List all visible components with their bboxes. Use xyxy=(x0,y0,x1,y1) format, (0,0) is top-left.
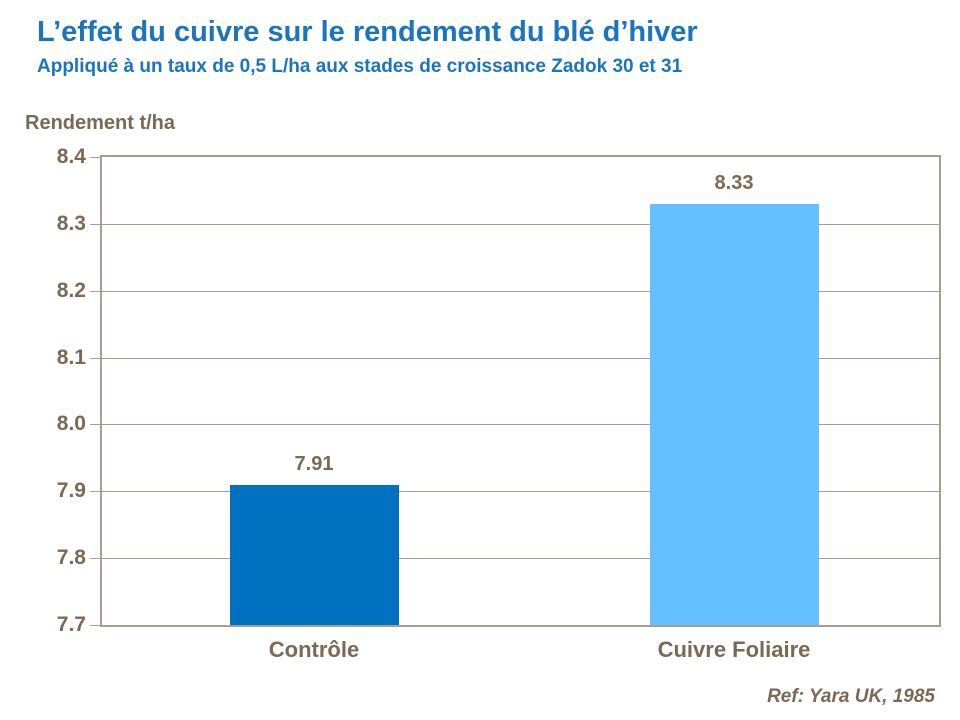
y-axis-tick-mark xyxy=(90,357,102,359)
y-axis-tick-mark xyxy=(90,157,102,158)
gridline xyxy=(102,290,939,292)
y-axis-tick-mark xyxy=(90,424,102,426)
plot-area: 8.4 8.3 8.2 8.1 8.0 7.9 7.8 7.7 7.91 Contrôle 8.33… xyxy=(57,145,941,662)
gridline xyxy=(102,558,939,560)
bar-value-label: 8.33 xyxy=(714,171,754,194)
gridline xyxy=(102,357,939,359)
y-axis-tick-label: 7.8 xyxy=(56,546,86,570)
bar-value-label: 7.91 xyxy=(294,452,334,475)
gridline xyxy=(102,491,939,493)
x-axis-category-label: Contrôle xyxy=(268,637,360,662)
y-axis-tick-label: 7.7 xyxy=(56,613,86,636)
y-axis-tick-label: 8.2 xyxy=(56,278,86,302)
y-axis-tick-mark xyxy=(90,491,102,493)
gridline xyxy=(102,424,939,426)
y-axis-tick-label: 8.4 xyxy=(56,145,86,168)
y-axis-tick-mark xyxy=(90,625,102,626)
bar-cuivre-foliaire xyxy=(649,203,819,625)
chart-subtitle: Appliqué à un taux de 0,5 L/ha aux stade… xyxy=(37,56,683,77)
bar-contr-le xyxy=(229,484,399,625)
y-axis-tick-mark xyxy=(90,290,102,292)
y-axis-title: Rendement t/ha xyxy=(25,112,176,134)
gridline xyxy=(102,223,939,225)
y-axis-tick-mark xyxy=(90,558,102,560)
x-axis-category-label: Cuivre Foliaire xyxy=(657,637,811,662)
y-axis-tick-label: 8.1 xyxy=(56,345,86,369)
y-axis-tick-label: 7.9 xyxy=(56,479,86,503)
chart-title: L’effet du cuivre sur le rendement du bl… xyxy=(37,16,698,48)
y-axis-tick-label: 8.3 xyxy=(56,211,86,235)
reference-note: Ref: Yara UK, 1985 xyxy=(767,686,935,707)
y-axis-tick-mark xyxy=(90,223,102,225)
y-axis-tick-label: 8.0 xyxy=(56,412,86,436)
